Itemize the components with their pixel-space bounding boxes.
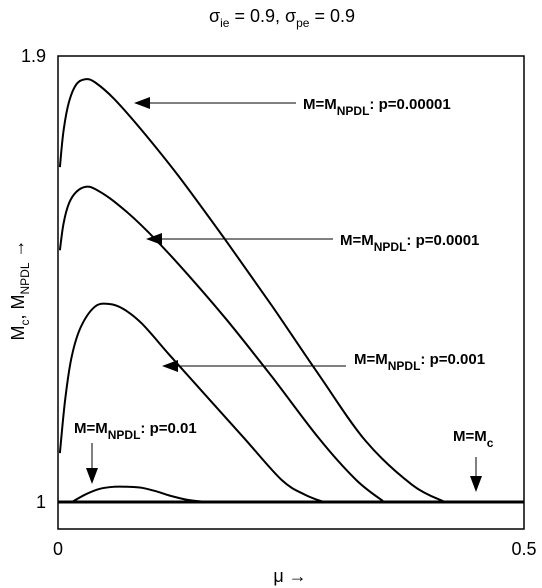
annotation-label-p001: M=MNPDL: p=0.001 — [354, 351, 485, 373]
annotation-mc: M=Mc — [453, 428, 494, 492]
series-line-p01 — [71, 485, 208, 503]
chart-title: σie = 0.9, σpe = 0.9 — [209, 6, 355, 30]
annotation-label-p0001: M=MNPDL: p=0.0001 — [340, 232, 479, 254]
plot-frame — [57, 55, 525, 530]
series-line-p00001 — [58, 78, 446, 503]
annotation-p00001: M=MNPDL: p=0.00001 — [134, 96, 451, 118]
arrow-head-mc — [470, 476, 482, 492]
annotation-p0001: M=MNPDL: p=0.0001 — [146, 232, 479, 254]
annotation-label-mc: M=Mc — [453, 428, 494, 450]
y-tick-label-0: 1 — [36, 492, 46, 512]
arrow-head-p01 — [86, 468, 98, 484]
y-tick-label-1: 1.9 — [21, 46, 46, 66]
series-line-p0001 — [58, 185, 385, 503]
series-line-p001 — [58, 302, 324, 503]
annotation-label-p01: M=MNPDL: p=0.01 — [74, 420, 197, 442]
y-axis-label: Mc, MNPDL → — [8, 239, 32, 340]
x-axis-label: μ → — [273, 566, 306, 586]
annotation-p001: M=MNPDL: p=0.001 — [162, 351, 485, 373]
arrow-head-p00001 — [134, 97, 150, 109]
x-tick-label-1: 0.5 — [511, 539, 536, 559]
annotation-label-p00001: M=MNPDL: p=0.00001 — [303, 96, 451, 118]
x-tick-label-0: 0 — [53, 539, 63, 559]
arrow-head-p001 — [162, 360, 178, 372]
annotation-p01: M=MNPDL: p=0.01 — [74, 420, 197, 484]
series-group — [58, 78, 524, 504]
arrow-head-p0001 — [146, 233, 162, 245]
